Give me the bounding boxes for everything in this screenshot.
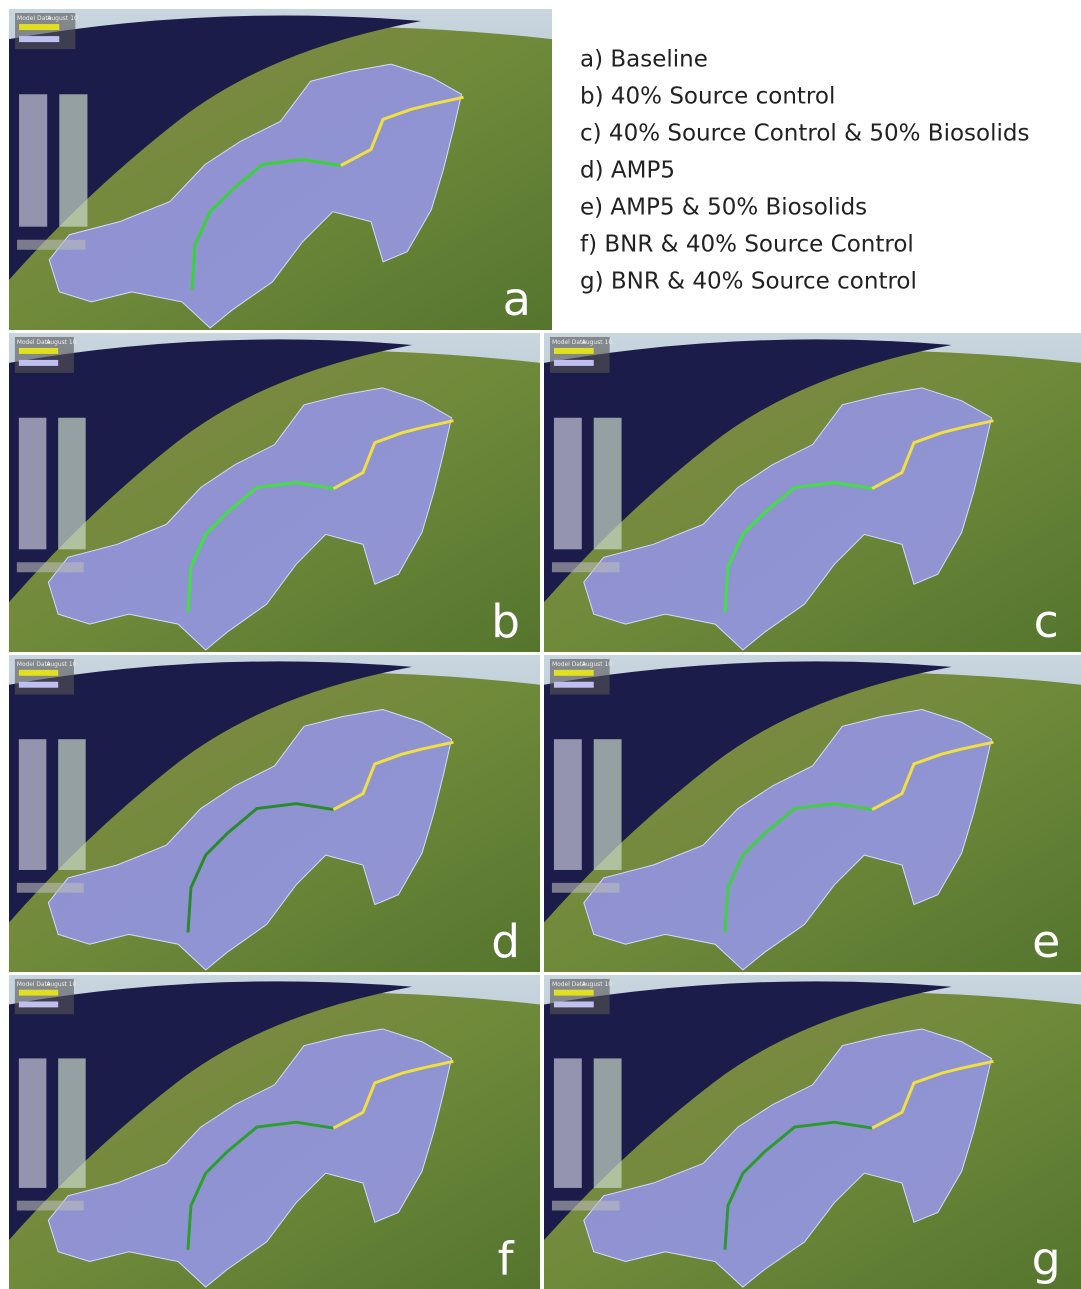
color-scale (19, 24, 59, 30)
panel-letter: b (491, 595, 520, 648)
gauge (594, 1058, 622, 1188)
gauge (19, 1058, 47, 1188)
gauge (59, 94, 87, 226)
gauge (19, 94, 47, 226)
panel-letter: a (503, 272, 531, 326)
model-date: August 10 (46, 982, 76, 988)
ui-button (552, 883, 620, 893)
ui-button (17, 883, 84, 893)
gauge (554, 418, 582, 550)
gauge (19, 418, 47, 550)
gauge (19, 739, 47, 870)
gauge (554, 1058, 582, 1188)
gauge (594, 418, 622, 550)
ui-button (17, 240, 85, 250)
legend-item: a) Baseline (580, 47, 708, 73)
color-scale (19, 1001, 58, 1007)
legend-item: f) BNR & 40% Source Control (580, 232, 914, 258)
panel: Model DateAugust 10g (544, 975, 1081, 1289)
ui-button (17, 562, 84, 572)
color-scale (554, 682, 594, 688)
panel-letter: f (498, 1232, 515, 1285)
color-scale (19, 348, 58, 354)
gauge (58, 418, 86, 550)
gauge (58, 1058, 86, 1188)
panel-letter: g (1032, 1233, 1061, 1286)
legend-item: b) 40% Source control (580, 84, 835, 110)
model-date: August 10 (46, 339, 76, 346)
ui-button (552, 1201, 620, 1211)
gauge (58, 739, 86, 870)
model-date: August 10 (46, 662, 76, 668)
color-scale (554, 990, 594, 996)
figure: a) Baseline b) 40% Source control c) 40% S… (0, 0, 1081, 1289)
ui-button (552, 562, 620, 572)
ui-button (17, 1201, 84, 1211)
gauge (594, 739, 622, 870)
gauge (554, 739, 582, 870)
model-date: August 10 (582, 661, 613, 668)
legend-item: d) AMP5 (580, 158, 675, 184)
color-scale (554, 360, 594, 366)
legend-item: g) BNR & 40% Source control (580, 269, 917, 295)
color-scale (19, 670, 58, 676)
color-scale (554, 670, 594, 676)
legend-item: c) 40% Source Control & 50% Biosolids (580, 121, 1029, 147)
panel-letter: d (491, 915, 520, 968)
model-date: August 10 (582, 982, 613, 988)
color-scale (19, 682, 58, 688)
model-date: August 10 (47, 15, 78, 22)
color-scale (19, 36, 59, 42)
panel-letter: c (1034, 594, 1059, 648)
color-scale (554, 348, 594, 354)
legend-item: e) AMP5 & 50% Biosolids (580, 195, 867, 221)
color-scale (554, 1001, 594, 1007)
model-date: August 10 (582, 339, 613, 346)
panel-letter: e (1032, 915, 1060, 968)
color-scale (19, 990, 58, 996)
color-scale (19, 360, 58, 366)
